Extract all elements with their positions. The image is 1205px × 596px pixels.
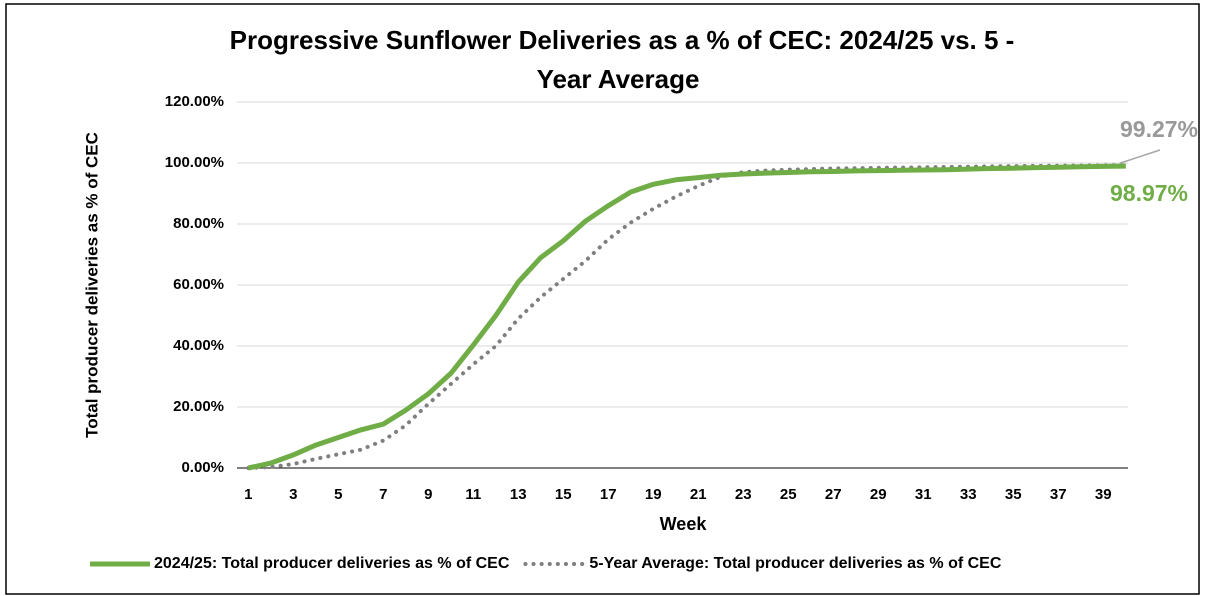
legend-label: 5-Year Average: Total producer deliverie… — [589, 555, 1001, 572]
y-tick-label: 20.00% — [173, 398, 224, 415]
y-tick-label: 80.00% — [173, 215, 224, 232]
x-tick-label: 1 — [244, 486, 252, 503]
x-tick-label: 39 — [1095, 486, 1112, 503]
series-line — [246, 163, 1128, 470]
x-tick-label: 7 — [379, 486, 387, 503]
x-tick-label: 35 — [1005, 486, 1022, 503]
x-tick-label: 5 — [334, 486, 342, 503]
x-tick-label: 33 — [960, 486, 977, 503]
chart-title: Year Average — [537, 64, 700, 94]
x-tick-label: 9 — [424, 486, 432, 503]
series-line — [247, 163, 1126, 471]
x-axis-label: Week — [660, 514, 708, 534]
x-tick-label: 11 — [465, 486, 481, 503]
y-tick-label: 40.00% — [173, 337, 224, 354]
y-tick-label: 100.00% — [165, 154, 224, 171]
annotation: 99.27% — [1120, 116, 1198, 142]
x-tick-label: 13 — [510, 486, 527, 503]
x-tick-label: 19 — [645, 486, 662, 503]
annotation-leader — [1119, 149, 1161, 164]
y-axis-label: Total producer deliveries as % of CEC — [82, 132, 101, 438]
x-tick-label: 37 — [1050, 486, 1067, 503]
chart-title: Progressive Sunflower Deliveries as a % … — [230, 25, 1015, 55]
x-tick-label: 15 — [555, 486, 572, 503]
x-tick-label: 21 — [690, 486, 707, 503]
y-tick-label: 120.00% — [165, 93, 224, 110]
x-tick-label: 23 — [735, 486, 752, 503]
x-tick-label: 31 — [915, 486, 932, 503]
y-tick-label: 0.00% — [181, 459, 224, 476]
x-tick-label: 25 — [780, 486, 797, 503]
x-tick-label: 29 — [870, 486, 887, 503]
y-tick-label: 60.00% — [173, 276, 224, 293]
x-tick-label: 3 — [289, 486, 297, 503]
x-tick-label: 17 — [600, 486, 617, 503]
annotation: 98.97% — [1110, 180, 1188, 206]
x-tick-label: 27 — [825, 486, 842, 503]
legend-label: 2024/25: Total producer deliveries as % … — [154, 555, 510, 572]
